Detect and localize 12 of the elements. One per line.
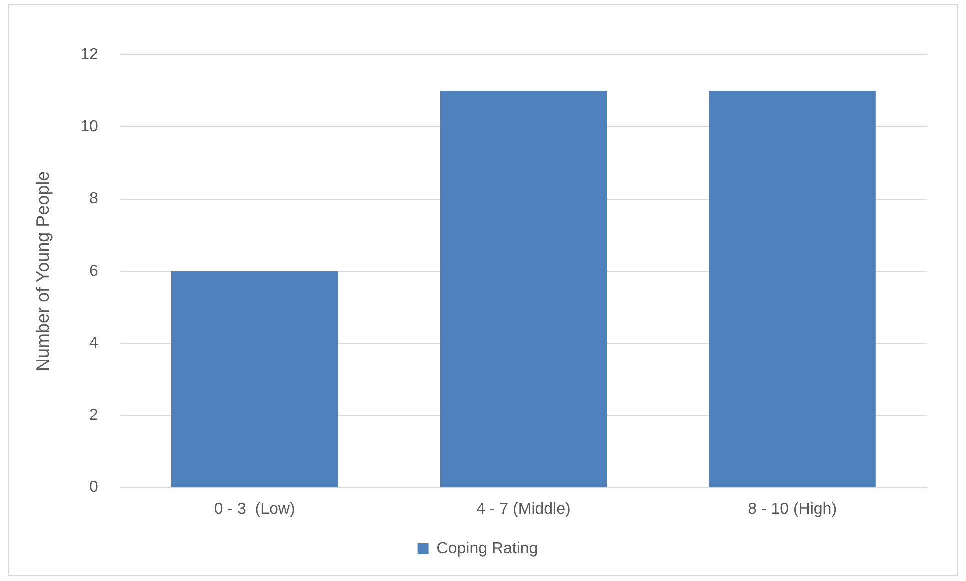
y-tick-label: 2 bbox=[89, 407, 98, 424]
y-tick-label: 6 bbox=[89, 262, 98, 280]
y-tick-label: 12 bbox=[80, 46, 98, 64]
y-tick-label: 4 bbox=[89, 334, 98, 352]
y-tick-label: 8 bbox=[89, 190, 98, 208]
y-axis-title: Number of Young People bbox=[32, 171, 53, 372]
x-tick-label: 0 - 3 (Low) bbox=[214, 500, 296, 518]
legend-label: Coping Rating bbox=[436, 540, 538, 558]
x-tick-label: 4 - 7 (Middle) bbox=[476, 500, 571, 518]
y-tick-label: 0 bbox=[89, 479, 98, 496]
y-tick-label: 10 bbox=[80, 118, 98, 136]
x-tick-label: 8 - 10 (High) bbox=[748, 500, 838, 518]
